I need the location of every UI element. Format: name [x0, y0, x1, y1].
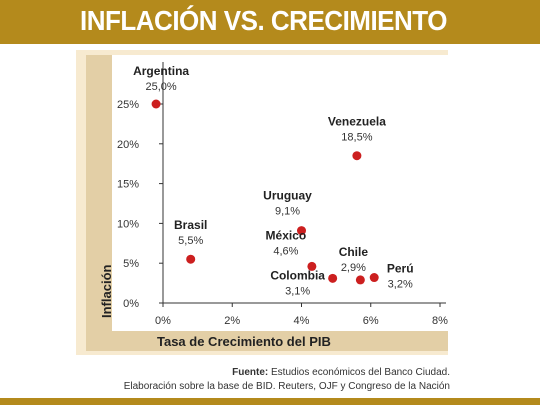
data-point [328, 273, 338, 283]
x-tick-label: 6% [363, 315, 379, 327]
point-label-value: 18,5% [341, 132, 372, 144]
point-label-name: Uruguay [263, 189, 312, 203]
data-point [307, 261, 317, 271]
point-label-value: 2,9% [341, 262, 366, 274]
point-label-name: Colombia [270, 268, 325, 282]
point-label-value: 9,1% [275, 206, 300, 218]
y-tick-label: 25% [117, 99, 139, 111]
y-tick-label: 5% [123, 258, 139, 270]
point-label-value: 25,0% [145, 81, 176, 93]
point-label-name: Chile [339, 245, 369, 259]
x-tick-label: 0% [155, 315, 171, 327]
y-tick-label: 10% [117, 218, 139, 230]
x-axis-label-strip [112, 331, 448, 351]
point-label-name: México [266, 228, 307, 242]
data-point [355, 275, 365, 285]
point-label-value: 3,1% [285, 285, 310, 297]
data-point [369, 273, 379, 283]
point-label-value: 5,5% [178, 235, 203, 247]
point-label-name: Argentina [133, 64, 189, 78]
page-title: INFLACIÓN VS. CRECIMIENTO [80, 4, 447, 37]
x-tick-label: 8% [432, 315, 448, 327]
data-point [352, 151, 362, 161]
point-label-name: Brasil [174, 218, 207, 232]
point-label-name: Perú [387, 262, 414, 276]
source-line-2: Elaboración sobre la base de BID. Reuter… [123, 381, 450, 392]
data-point [186, 254, 196, 264]
y-axis-label-strip [86, 55, 112, 351]
source-line-1: Estudios económicos del Banco Ciudad. [271, 367, 450, 378]
y-tick-label: 15% [117, 179, 139, 191]
title-bar: INFLACIÓN VS. CRECIMIENTO [0, 0, 540, 44]
y-tick-label: 20% [117, 139, 139, 151]
plot-area [112, 55, 448, 331]
point-label-value: 4,6% [273, 245, 298, 257]
y-tick-label: 0% [123, 298, 139, 310]
x-tick-label: 2% [224, 315, 240, 327]
x-tick-label: 4% [294, 315, 310, 327]
source-label: Fuente: [232, 367, 269, 378]
data-point [297, 226, 306, 236]
point-label-value: 3,2% [388, 279, 413, 291]
source-note: Fuente: Estudios económicos del Banco Ci… [124, 366, 450, 394]
bottom-bar [0, 398, 540, 405]
data-point [151, 99, 161, 109]
point-label-name: Venezuela [328, 115, 386, 129]
x-axis-label: Tasa de Crecimiento del PIB [157, 334, 331, 349]
